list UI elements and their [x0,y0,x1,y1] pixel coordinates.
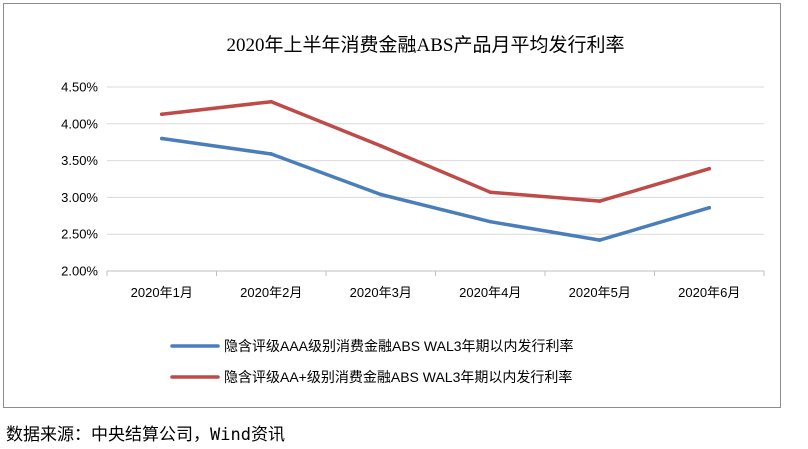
source-note: 数据来源：中央结算公司，Wind资讯 [6,425,285,445]
data-point [269,99,274,104]
x-tick-label: 2020年4月 [459,285,521,300]
x-tick-label: 2020年1月 [131,285,193,300]
data-point [597,238,602,242]
x-tick-label: 2020年3月 [350,285,412,300]
data-point [378,192,383,197]
legend-label-2: 隐含评级AA+级别消费金融ABS WAL3年期以内发行利率 [224,369,572,385]
data-point [159,112,164,117]
data-point [378,144,383,148]
y-tick-label: 4.00% [61,116,98,131]
legend-label-1: 隐含评级AAA级别消费金融ABS WAL3年期以内发行利率 [224,338,574,354]
series-line-1 [160,136,712,242]
series-line-2 [160,99,712,203]
y-tick-label: 3.50% [61,153,98,168]
data-point [269,152,274,156]
y-tick-label: 3.00% [61,190,98,205]
data-point [488,219,493,224]
x-tick-label: 2020年2月 [240,285,302,300]
data-point [597,199,602,203]
chart-frame: 2020年上半年消费金融ABS产品月平均发行利率 2.00% 2.50% 3.00% 3… [3,3,781,408]
data-point [707,166,712,171]
y-tick-label: 4.50% [61,80,98,95]
x-tick-label: 2020年6月 [678,285,740,300]
x-tick-label: 2020年5月 [569,285,631,300]
data-point [159,136,164,141]
data-point [488,190,493,195]
data-point [707,205,712,210]
y-tick-label: 2.50% [61,227,98,242]
chart-title: 2020年上半年消费金融ABS产品月平均发行利率 [227,34,625,56]
y-tick-label: 2.00% [61,264,98,279]
chart-canvas: 2020年上半年消费金融ABS产品月平均发行利率 2.00% 2.50% 3.00% 3… [61,34,765,385]
